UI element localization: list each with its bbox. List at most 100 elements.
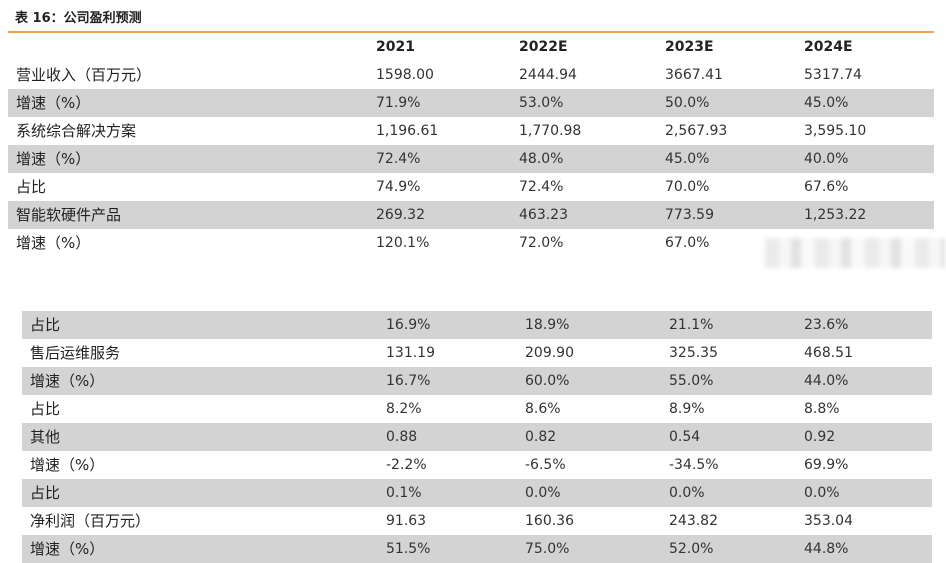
table-caption: 表 16：公司盈利预测 (15, 11, 142, 26)
table-cell: 91.63 (386, 513, 427, 529)
table-cell: 2,567.93 (665, 123, 728, 139)
col-header-2021: 2021 (376, 39, 415, 55)
table-cell: 23.6% (804, 317, 849, 333)
table-cell: 1598.00 (376, 67, 434, 83)
col-header-2022e: 2022E (519, 39, 568, 55)
table-cell: -2.2% (386, 457, 427, 473)
table-cell: 74.9% (376, 179, 421, 195)
table-cell: 0.92 (804, 429, 836, 445)
table-row: 智能软硬件产品 269.32 463.23 773.59 1,253.22 (8, 201, 934, 229)
table-cell: 269.32 (376, 207, 425, 223)
table-cell: 325.35 (669, 345, 718, 361)
table-row: 增速（%） -2.2% -6.5% -34.5% 69.9% (22, 451, 932, 479)
table-row: 占比 16.9% 18.9% 21.1% 23.6% (22, 311, 932, 339)
table-cell: 60.0% (525, 373, 570, 389)
table-cell: 5317.74 (804, 67, 862, 83)
table-cell: 0.0% (804, 485, 840, 501)
table-cell: 3667.41 (665, 67, 723, 83)
table-cell: 0.88 (386, 429, 418, 445)
table-cell: 40.0% (804, 151, 849, 167)
table-cell: 21.1% (669, 317, 714, 333)
table-cell: 67.0% (665, 235, 710, 251)
table-cell: 48.0% (519, 151, 564, 167)
table-cell: 1,196.61 (376, 123, 439, 139)
table-cell: 45.0% (665, 151, 710, 167)
table-cell: 0.82 (525, 429, 557, 445)
table-cell: 131.19 (386, 345, 435, 361)
row-label: 净利润（百万元） (30, 512, 151, 530)
table-cell: 8.9% (669, 401, 705, 417)
table-row: 占比 8.2% 8.6% 8.9% 8.8% (22, 395, 932, 423)
table-row: 占比 0.1% 0.0% 0.0% 0.0% (22, 479, 932, 507)
row-label: 售后运维服务 (30, 344, 121, 362)
table-row: 占比 74.9% 72.4% 70.0% 67.6% (8, 173, 934, 201)
table-cell: 8.2% (386, 401, 422, 417)
blurred-watermark (765, 238, 945, 268)
table-row: 售后运维服务 131.19 209.90 325.35 468.51 (22, 339, 932, 367)
table-cell: 44.0% (804, 373, 849, 389)
table-cell: 0.0% (669, 485, 705, 501)
table-cell: 0.0% (525, 485, 561, 501)
table-cell: 70.0% (665, 179, 710, 195)
table-cell: 243.82 (669, 513, 718, 529)
table-cell: 160.36 (525, 513, 574, 529)
row-label: 其他 (30, 428, 61, 446)
table-cell: 8.8% (804, 401, 840, 417)
table-row: 增速（%） 51.5% 75.0% 52.0% 44.8% (22, 535, 932, 563)
table-cell: 53.0% (519, 95, 564, 111)
row-label: 营业收入（百万元） (16, 66, 152, 84)
table-cell: 72.4% (376, 151, 421, 167)
table-cell: 75.0% (525, 541, 570, 557)
table-cell: 209.90 (525, 345, 574, 361)
table-cell: 44.8% (804, 541, 849, 557)
col-header-2023e: 2023E (665, 39, 714, 55)
row-label: 系统综合解决方案 (16, 122, 137, 140)
col-header-2024e: 2024E (804, 39, 853, 55)
table-cell: 773.59 (665, 207, 714, 223)
row-label: 增速（%） (16, 234, 91, 252)
row-label: 增速（%） (30, 540, 105, 558)
row-label: 占比 (30, 484, 61, 502)
table-cell: 52.0% (669, 541, 714, 557)
row-label: 增速（%） (30, 456, 105, 474)
row-label: 占比 (30, 316, 61, 334)
table-cell: 16.7% (386, 373, 431, 389)
table-cell: 72.4% (519, 179, 564, 195)
table-cell: 16.9% (386, 317, 431, 333)
table-row: 增速（%） 120.1% 72.0% 67.0% (8, 229, 934, 257)
table-row: 其他 0.88 0.82 0.54 0.92 (22, 423, 932, 451)
table-cell: 463.23 (519, 207, 568, 223)
row-label: 占比 (30, 400, 61, 418)
table-cell: 3,595.10 (804, 123, 867, 139)
row-label: 增速（%） (30, 372, 105, 390)
row-label: 增速（%） (16, 94, 91, 112)
table-cell: -6.5% (525, 457, 566, 473)
table-row: 增速（%） 16.7% 60.0% 55.0% 44.0% (22, 367, 932, 395)
forecast-table-top: 2021 2022E 2023E 2024E 营业收入（百万元） 1598.00 2… (8, 33, 934, 263)
table-cell: 45.0% (804, 95, 849, 111)
table-cell: 50.0% (665, 95, 710, 111)
header-row: 2021 2022E 2023E 2024E (8, 33, 934, 61)
header-rule (8, 31, 934, 33)
table-cell: 1,770.98 (519, 123, 582, 139)
row-label: 增速（%） (16, 150, 91, 168)
table-row: 系统综合解决方案 1,196.61 1,770.98 2,567.93 3,595.10 (8, 117, 934, 145)
table-cell: 0.54 (669, 429, 701, 445)
row-label: 智能软硬件产品 (16, 206, 122, 224)
forecast-table-bottom: 占比 16.9% 18.9% 21.1% 23.6% 售后运维服务 131.19 209.90… (22, 311, 932, 563)
table-cell: 8.6% (525, 401, 561, 417)
table-cell: -34.5% (669, 457, 719, 473)
table-row: 增速（%） 72.4% 48.0% 45.0% 40.0% (8, 145, 934, 173)
table-cell: 67.6% (804, 179, 849, 195)
table-cell: 353.04 (804, 513, 853, 529)
table-cell: 69.9% (804, 457, 849, 473)
table-row: 净利润（百万元） 91.63 160.36 243.82 353.04 (22, 507, 932, 535)
table-cell: 72.0% (519, 235, 564, 251)
table-cell: 2444.94 (519, 67, 577, 83)
table-cell: 55.0% (669, 373, 714, 389)
table-cell: 71.9% (376, 95, 421, 111)
table-row: 营业收入（百万元） 1598.00 2444.94 3667.41 5317.74 (8, 61, 934, 89)
table-row: 增速（%） 71.9% 53.0% 50.0% 45.0% (8, 89, 934, 117)
table-cell: 0.1% (386, 485, 422, 501)
table-cell: 18.9% (525, 317, 570, 333)
